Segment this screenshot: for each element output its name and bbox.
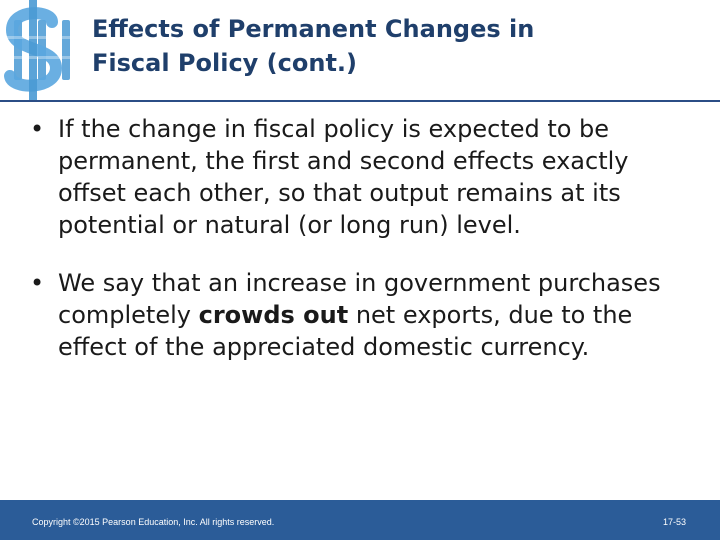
bullet-text-part: We say that an increase in government pu… xyxy=(58,269,661,329)
slide-title-line-1: Effects of Permanent Changes in xyxy=(92,15,535,43)
title-divider xyxy=(0,100,720,102)
bullet-text: If the change in fiscal policy is expect… xyxy=(58,115,629,239)
copyright-text: Copyright ©2015 Pearson Education, Inc. … xyxy=(32,517,275,527)
slide-title: Effects of Permanent Changes in Fiscal P… xyxy=(92,12,692,80)
bold-term: crowds out xyxy=(198,301,349,329)
dollar-sign-icon xyxy=(0,0,80,100)
bullet-item: • We say that an increase in government … xyxy=(24,267,699,363)
page-number: 17-53 xyxy=(662,517,686,527)
bullet-marker: • xyxy=(30,115,45,143)
bullet-list: • If the change in fiscal policy is expe… xyxy=(24,113,699,363)
slide-title-line-2: Fiscal Policy (cont.) xyxy=(92,49,357,77)
bullet-marker: • xyxy=(30,269,45,297)
bullet-item: • If the change in fiscal policy is expe… xyxy=(24,113,699,241)
footer-bar: Copyright ©2015 Pearson Education, Inc. … xyxy=(0,500,720,540)
bullet-text-part: net exports, due to the effect of the ap… xyxy=(58,301,633,361)
bullet-text: We say that an increase in government pu… xyxy=(58,269,661,361)
